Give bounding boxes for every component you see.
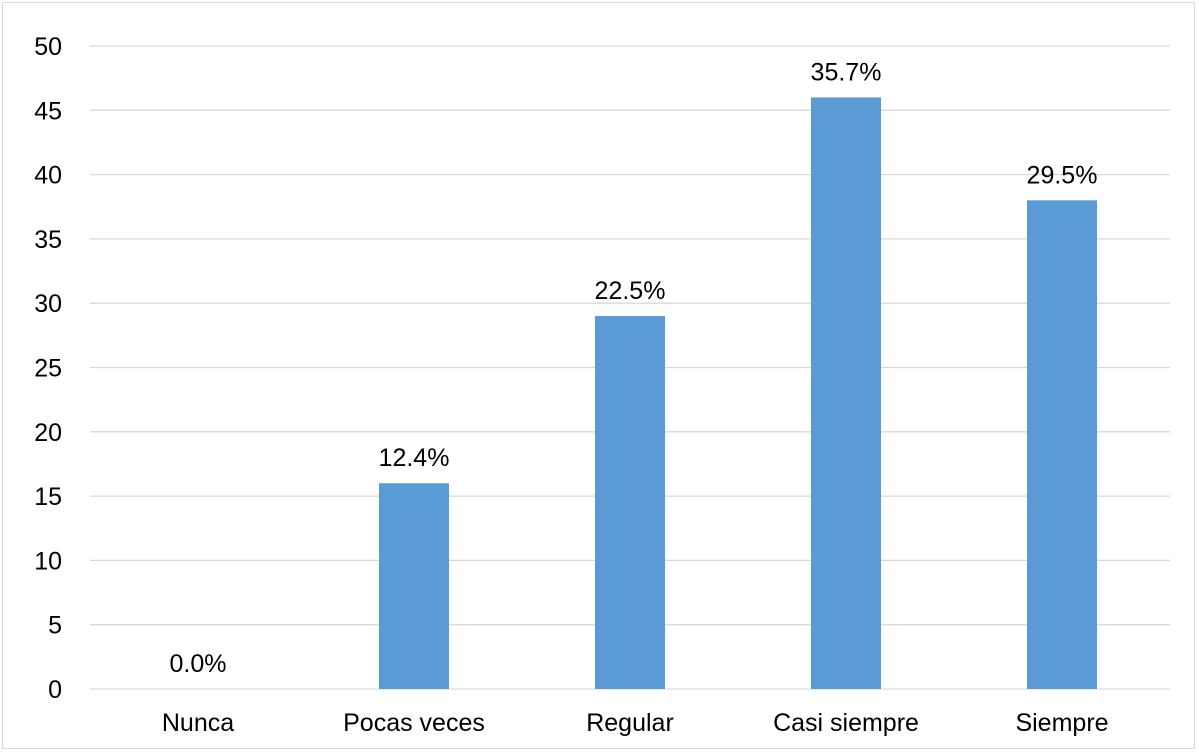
bar-casi-siempre — [811, 97, 881, 689]
y-tick-label-20: 20 — [34, 419, 62, 447]
y-tick-label-15: 15 — [34, 483, 62, 511]
y-axis-ticks: 0 5 10 15 20 25 30 35 40 45 50 — [34, 33, 62, 704]
y-tick-label-40: 40 — [34, 162, 62, 190]
bars — [379, 97, 1097, 689]
category-label-siempre: Siempre — [1015, 709, 1108, 737]
y-tick-label-0: 0 — [48, 676, 62, 704]
data-label-regular: 22.5% — [595, 277, 666, 305]
category-label-casi-siempre: Casi siempre — [773, 709, 919, 737]
y-tick-label-35: 35 — [34, 226, 62, 254]
y-tick-label-10: 10 — [34, 547, 62, 575]
data-label-casi-siempre: 35.7% — [811, 58, 882, 86]
y-tick-label-25: 25 — [34, 355, 62, 383]
bar-regular — [595, 316, 665, 689]
y-tick-label-50: 50 — [34, 33, 62, 61]
bar-pocas-veces — [379, 483, 449, 689]
bar-siempre — [1027, 200, 1097, 689]
y-tick-label-5: 5 — [48, 612, 62, 640]
data-label-pocas-veces: 12.4% — [379, 444, 450, 472]
category-label-pocas-veces: Pocas veces — [343, 709, 485, 737]
x-axis-categories: Nunca Pocas veces Regular Casi siempre Siemp… — [162, 709, 1109, 737]
y-tick-label-30: 30 — [34, 290, 62, 318]
data-label-nunca: 0.0% — [170, 650, 227, 678]
y-tick-label-45: 45 — [34, 97, 62, 125]
category-label-nunca: Nunca — [162, 709, 234, 737]
category-label-regular: Regular — [586, 709, 674, 737]
data-label-siempre: 29.5% — [1027, 161, 1098, 189]
